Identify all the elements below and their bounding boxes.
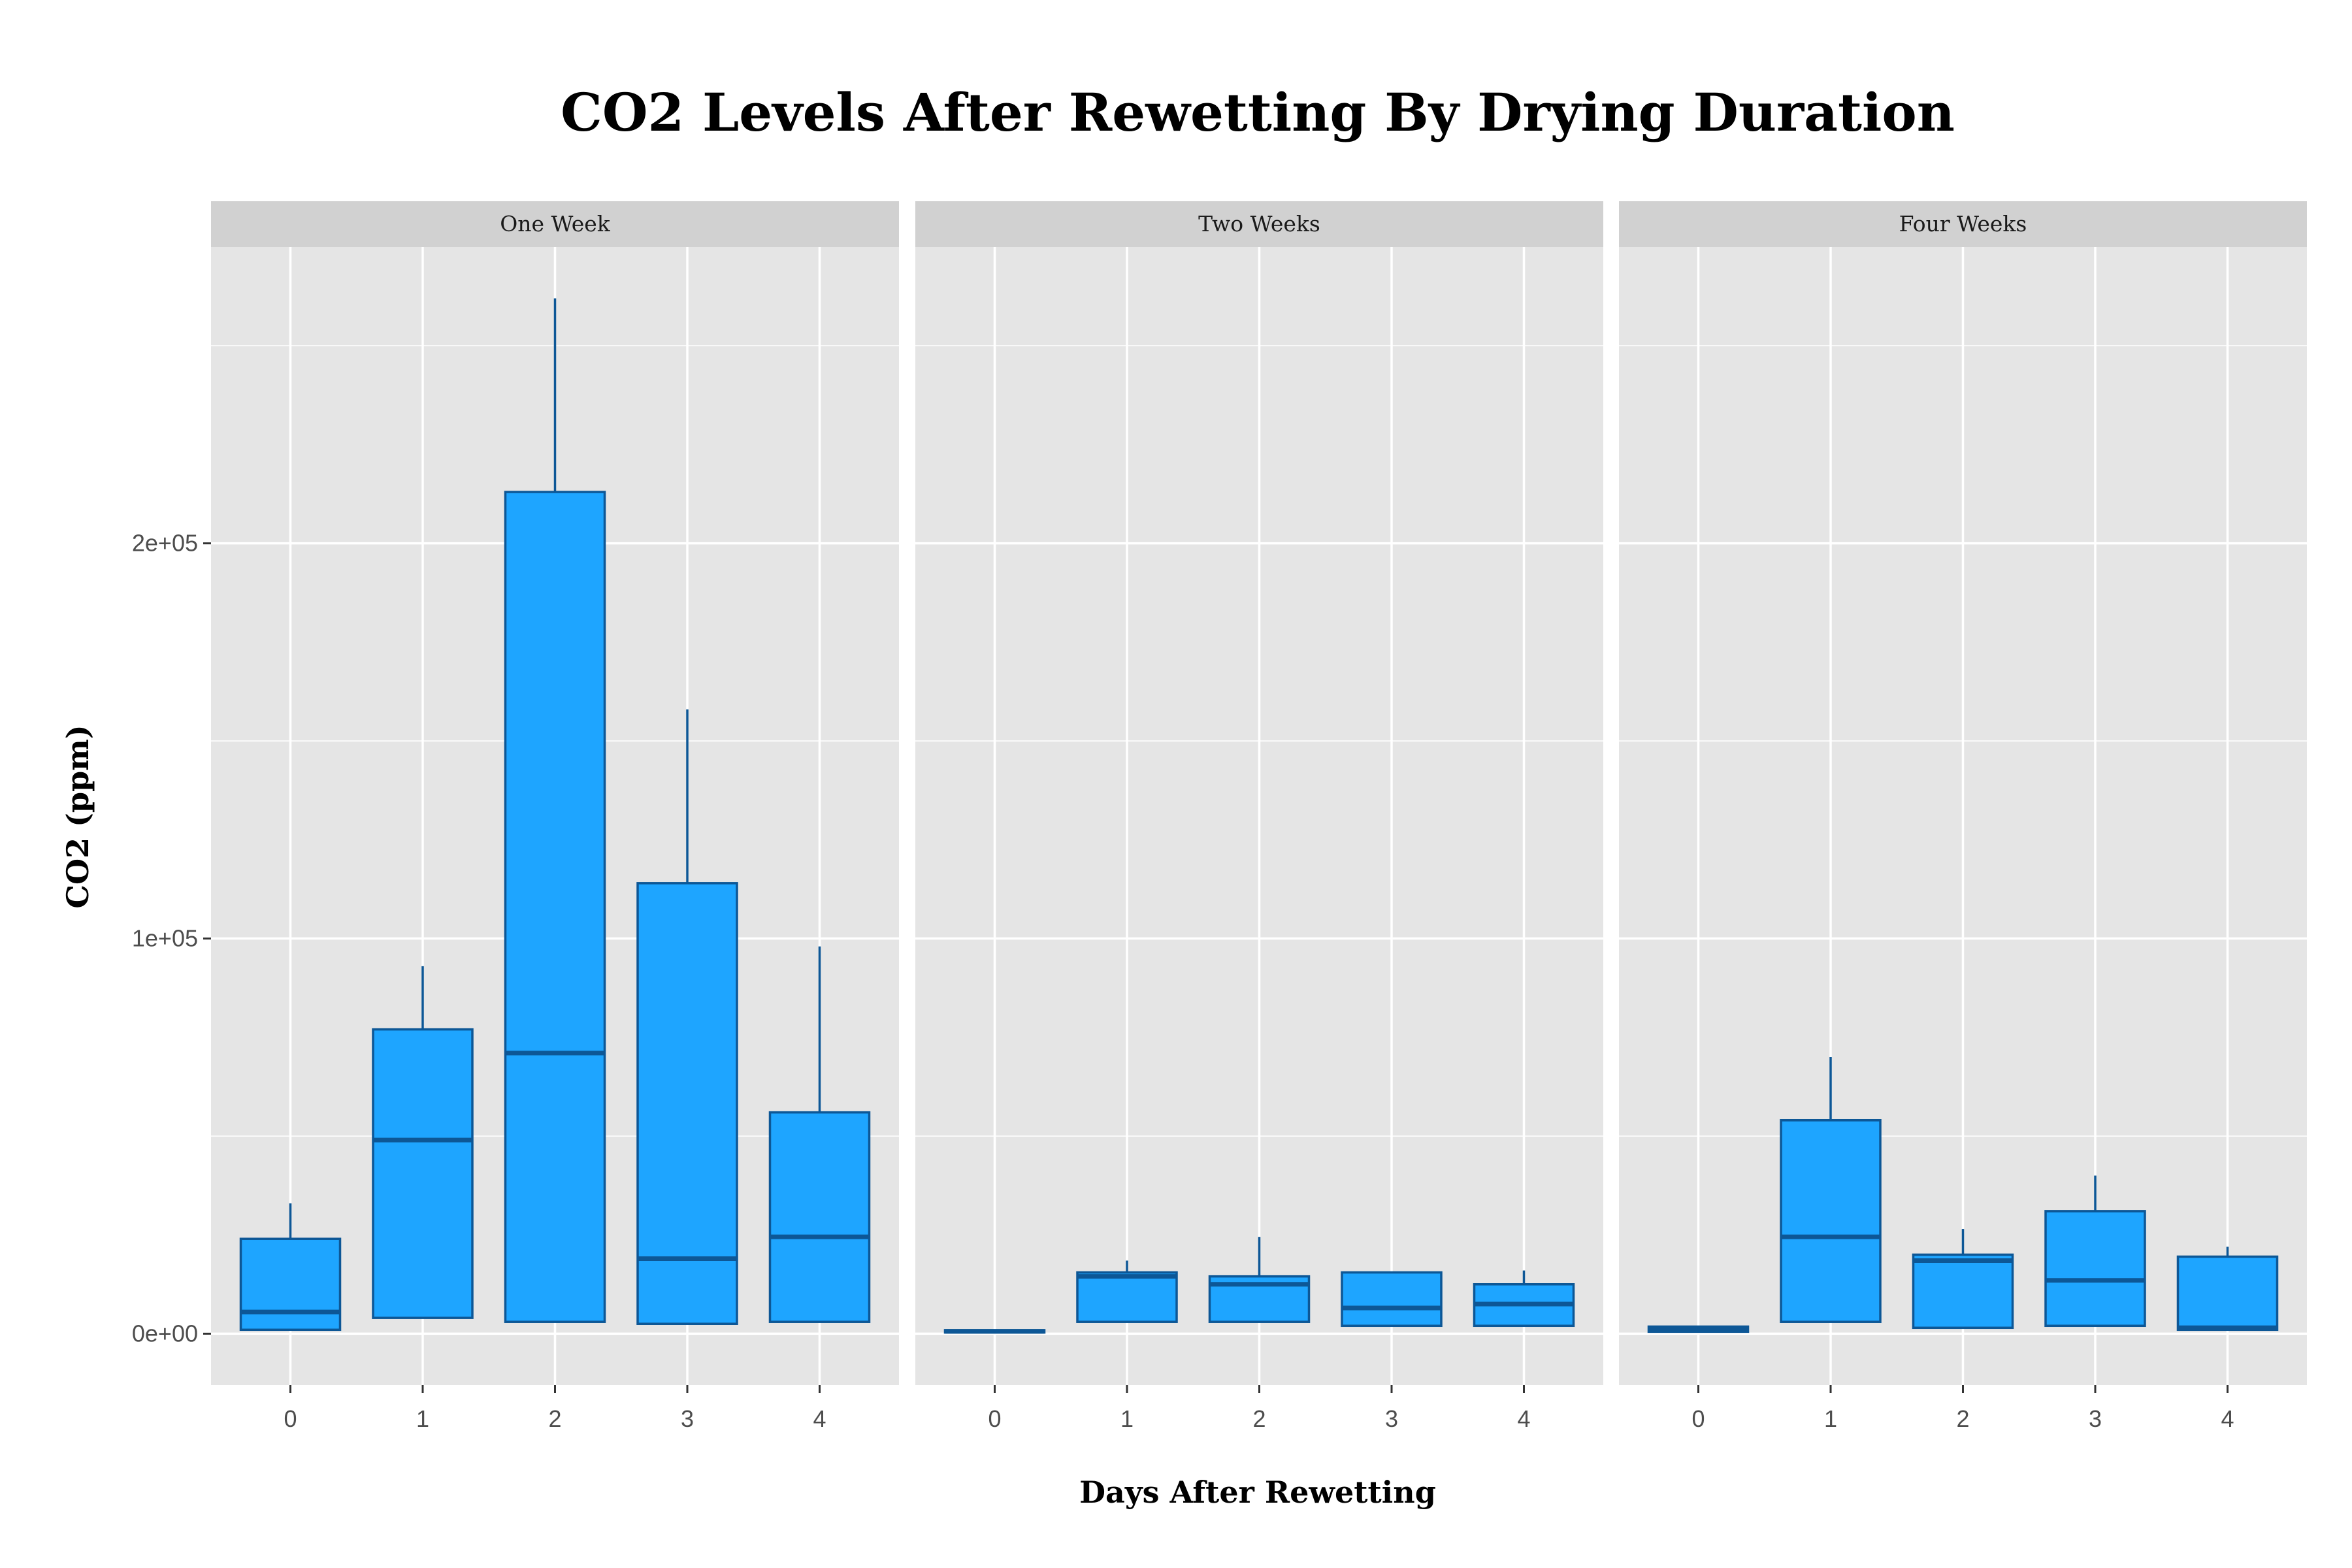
x-axis-title: Days After Rewetting	[1079, 1475, 1436, 1510]
box	[372, 1028, 474, 1319]
x-tick-label: 0	[988, 1405, 1001, 1432]
x-tick-label: 4	[1517, 1405, 1530, 1432]
x-tick-label: 1	[1120, 1405, 1134, 1432]
x-tick-label: 0	[284, 1405, 297, 1432]
x-tick-label: 3	[2089, 1405, 2102, 1432]
box	[2044, 1210, 2146, 1328]
facet-strip-label: One Week	[500, 211, 611, 237]
x-tick-label: 3	[681, 1405, 694, 1432]
x-tick-label: 2	[548, 1405, 561, 1432]
y-tick-label: 2e+05	[132, 530, 198, 557]
x-tick-label: 1	[1824, 1405, 1837, 1432]
facet-panels: One Week 0 1 2 3 4 Two Weeks 0 1 2 3 4 Four Weeks 0 1 2…	[211, 201, 2307, 1432]
box	[768, 1111, 871, 1323]
y-axis-title: CO2 (ppm)	[60, 725, 95, 908]
facet-strip-label: Two Weeks	[1198, 211, 1320, 237]
x-tick-label: 3	[1385, 1405, 1398, 1432]
facet-panel: Four Weeks 0 1 2 3 4	[1619, 201, 2307, 1432]
facet-strip	[1619, 201, 2307, 247]
facet-strip-label: Four Weeks	[1899, 211, 2027, 237]
facet-panel: One Week 0 1 2 3 4	[211, 201, 899, 1432]
box	[239, 1237, 342, 1331]
box	[2176, 1255, 2279, 1331]
box	[1076, 1271, 1178, 1323]
x-tick-label: 2	[1252, 1405, 1266, 1432]
y-tick-label: 1e+05	[132, 925, 198, 952]
box	[1780, 1119, 1882, 1323]
facet-strip	[211, 201, 899, 247]
x-tick-label: 0	[1691, 1405, 1705, 1432]
y-tick-label: 0e+00	[132, 1320, 198, 1347]
x-tick-label: 2	[1956, 1405, 1969, 1432]
x-tick-label: 4	[2221, 1405, 2234, 1432]
chart-title: CO2 Levels After Rewetting By Drying Dur…	[561, 82, 1955, 143]
box	[1912, 1253, 2014, 1330]
box	[636, 882, 738, 1325]
box	[504, 491, 606, 1323]
facet-strip	[915, 201, 1603, 247]
x-tick-label: 1	[416, 1405, 429, 1432]
facet-panel: Two Weeks 0 1 2 3 4	[915, 201, 1603, 1432]
y-axis: 0e+00 1e+05 2e+05	[132, 530, 211, 1347]
box	[1341, 1271, 1443, 1328]
x-tick-label: 4	[813, 1405, 826, 1432]
